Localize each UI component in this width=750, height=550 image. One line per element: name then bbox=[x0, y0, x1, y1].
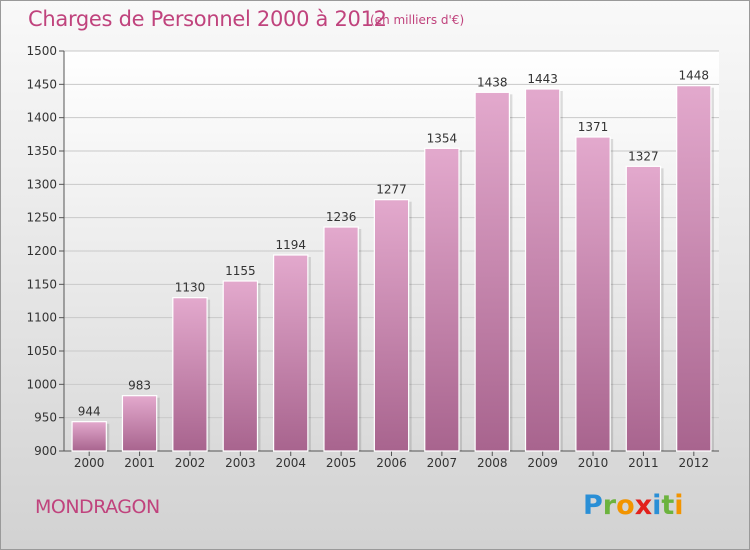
x-tick-label: 2004 bbox=[275, 456, 306, 470]
data-label-2009: 1443 bbox=[527, 72, 558, 86]
logo-letter: x bbox=[634, 490, 653, 521]
data-label-2012: 1448 bbox=[679, 69, 710, 83]
chart-subtitle: (en milliers d'€) bbox=[370, 13, 465, 27]
bar-2011[interactable] bbox=[625, 165, 662, 452]
chart-title: Charges de Personnel 2000 à 2012 bbox=[28, 7, 387, 31]
y-tick-label: 1250 bbox=[26, 211, 57, 225]
data-label-2002: 1130 bbox=[175, 281, 206, 295]
bar-2007[interactable] bbox=[424, 147, 460, 452]
logo-letter: o bbox=[616, 490, 635, 521]
bar-2004[interactable] bbox=[273, 254, 309, 452]
logo-letter: r bbox=[602, 490, 617, 521]
proxiti-logo[interactable]: Proxiti bbox=[583, 490, 684, 521]
data-label-2008: 1438 bbox=[477, 75, 508, 89]
x-tick-label: 2005 bbox=[326, 456, 357, 470]
x-tick-label: 2011 bbox=[628, 456, 659, 470]
bars bbox=[71, 85, 714, 452]
commune-name: MONDRAGON bbox=[35, 496, 160, 518]
x-tick-label: 2000 bbox=[74, 456, 105, 470]
y-tick-label: 1350 bbox=[26, 144, 57, 158]
x-tick-label: 2001 bbox=[124, 456, 155, 470]
data-label-2011: 1327 bbox=[628, 149, 659, 163]
y-tick-label: 1450 bbox=[26, 77, 57, 91]
bar-2008[interactable] bbox=[474, 91, 510, 452]
y-tick-label: 1200 bbox=[26, 244, 57, 258]
y-tick-label: 1400 bbox=[26, 111, 57, 125]
logo-letter: t bbox=[661, 490, 675, 521]
x-tick-label: 2007 bbox=[427, 456, 458, 470]
data-label-2000: 944 bbox=[78, 405, 101, 419]
data-label-2001: 983 bbox=[128, 379, 151, 393]
x-tick-label: 2010 bbox=[578, 456, 609, 470]
x-tick-label: 2009 bbox=[527, 456, 558, 470]
x-tick-label: 2006 bbox=[376, 456, 407, 470]
bar-2000[interactable] bbox=[71, 421, 107, 452]
bar-2006[interactable] bbox=[373, 199, 410, 452]
x-tick-label: 2008 bbox=[477, 456, 508, 470]
data-label-2003: 1155 bbox=[225, 264, 256, 278]
logo-letter: P bbox=[583, 490, 603, 521]
data-label-2005: 1236 bbox=[326, 210, 357, 224]
bar-2012[interactable] bbox=[676, 85, 712, 452]
y-tick-label: 1050 bbox=[26, 344, 57, 358]
y-tick-label: 1000 bbox=[26, 377, 57, 391]
bar-2009[interactable] bbox=[524, 88, 561, 452]
bar-2010[interactable] bbox=[575, 136, 611, 452]
bar-2002[interactable] bbox=[172, 297, 208, 452]
y-tick-label: 1300 bbox=[26, 177, 57, 191]
data-label-2004: 1194 bbox=[275, 238, 306, 252]
bar-2001[interactable] bbox=[121, 395, 158, 452]
labels: 900 950 1000 1050 1100 1150 1200 1250 1300 1350 14… bbox=[26, 44, 709, 470]
data-label-2006: 1277 bbox=[376, 183, 407, 197]
y-tick-label: 1500 bbox=[26, 44, 57, 58]
y-tick-label: 1150 bbox=[26, 277, 57, 291]
x-tick-label: 2012 bbox=[679, 456, 710, 470]
y-tick-label: 1100 bbox=[26, 311, 57, 325]
y-tick-label: 900 bbox=[34, 444, 57, 458]
data-label-2007: 1354 bbox=[427, 131, 458, 145]
logo-letter: i bbox=[674, 490, 684, 521]
y-tick-label: 950 bbox=[34, 411, 57, 425]
x-tick-label: 2002 bbox=[175, 456, 206, 470]
data-label-2010: 1371 bbox=[578, 120, 609, 134]
bar-2003[interactable] bbox=[222, 280, 259, 452]
bar-2005[interactable] bbox=[323, 226, 359, 452]
logo-letter: i bbox=[652, 490, 662, 521]
x-tick-label: 2003 bbox=[225, 456, 256, 470]
